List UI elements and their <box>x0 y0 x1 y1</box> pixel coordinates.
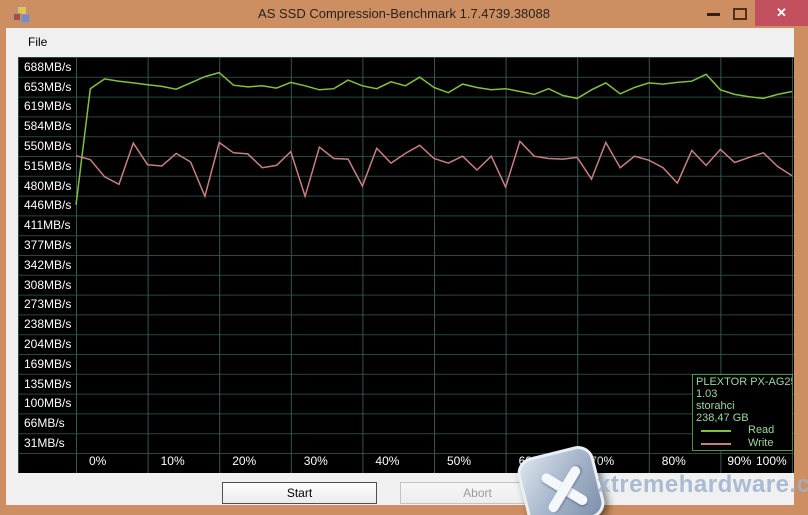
x-axis-labels: 0% 10% 20% 30% 40% 50% 60% 70% 80% 90% 100% <box>18 453 794 473</box>
start-button[interactable]: Start <box>222 482 377 504</box>
y-tick-label: 204MB/s <box>24 337 72 352</box>
y-tick-label: 515MB/s <box>24 158 72 173</box>
x-tick-label: 30% <box>303 454 328 468</box>
y-tick-label: 135MB/s <box>24 376 72 391</box>
x-tick-label: 60% <box>518 454 543 468</box>
maximize-button[interactable] <box>733 8 747 20</box>
legend-firmware: 1.03 <box>696 388 718 400</box>
write-line-swatch <box>701 443 731 445</box>
y-tick-label: 653MB/s <box>24 79 72 94</box>
y-tick-label: 66MB/s <box>24 416 65 431</box>
menu-file[interactable]: File <box>28 35 48 49</box>
write-line <box>75 139 793 199</box>
legend-driver: storahci <box>696 400 735 412</box>
y-tick-label: 550MB/s <box>24 139 72 154</box>
x-tick-label: 80% <box>661 454 686 468</box>
y-tick-label: 100MB/s <box>24 396 72 411</box>
x-tick-label: 40% <box>375 454 400 468</box>
minimize-button[interactable] <box>707 13 720 16</box>
chart-canvas <box>18 57 794 473</box>
y-tick-label: 342MB/s <box>24 257 72 272</box>
y-tick-label: 584MB/s <box>24 119 72 134</box>
app-icon <box>13 6 30 23</box>
client-area: File 688MB/s 653MB/s 619MB/s 584MB/s 550MB/s… <box>6 28 794 505</box>
legend-entry-write: Write <box>696 437 792 450</box>
legend-device-name: PLEXTOR PX-AG25 <box>696 376 793 388</box>
benchmark-chart: 688MB/s 653MB/s 619MB/s 584MB/s 550MB/s 515MB… <box>18 57 794 473</box>
window-title: AS SSD Compression-Benchmark 1.7.4739.38… <box>258 6 550 21</box>
x-tick-label: 50% <box>447 454 472 468</box>
y-tick-label: 308MB/s <box>24 277 72 292</box>
x-tick-label: 70% <box>590 454 615 468</box>
legend-write-label: Write <box>748 437 774 449</box>
y-tick-label: 411MB/s <box>24 218 71 233</box>
app-icon-square-blue <box>21 14 30 23</box>
y-tick-label: 377MB/s <box>24 238 72 253</box>
legend-read-label: Read <box>748 424 775 436</box>
y-tick-label: 238MB/s <box>24 317 72 332</box>
chart-legend: PLEXTOR PX-AG25 1.03 storahci 238,47 GB … <box>692 374 793 451</box>
x-tick-label: 20% <box>232 454 257 468</box>
x-tick-label: 10% <box>160 454 185 468</box>
y-tick-label: 446MB/s <box>24 198 72 213</box>
x-tick-label: 0% <box>89 454 107 468</box>
y-tick-label: 619MB/s <box>24 99 72 114</box>
y-tick-label: 273MB/s <box>24 297 72 312</box>
x-tick-label: 90% <box>727 454 752 468</box>
read-line-swatch <box>701 430 731 432</box>
y-tick-label: 169MB/s <box>24 356 72 371</box>
legend-capacity: 238,47 GB <box>696 412 749 424</box>
legend-entry-read: Read <box>696 424 792 437</box>
title-bar: AS SSD Compression-Benchmark 1.7.4739.38… <box>0 0 808 28</box>
read-line <box>75 71 793 205</box>
y-tick-label: 688MB/s <box>24 59 72 74</box>
app-icon-square-red <box>13 13 21 21</box>
abort-button: Abort <box>400 482 555 504</box>
menu-bar: File <box>6 28 794 56</box>
y-tick-label: 31MB/s <box>24 436 65 451</box>
close-button[interactable]: ✕ <box>755 0 808 26</box>
y-tick-label: 480MB/s <box>24 178 72 193</box>
x-tick-label: 100% <box>756 454 787 468</box>
